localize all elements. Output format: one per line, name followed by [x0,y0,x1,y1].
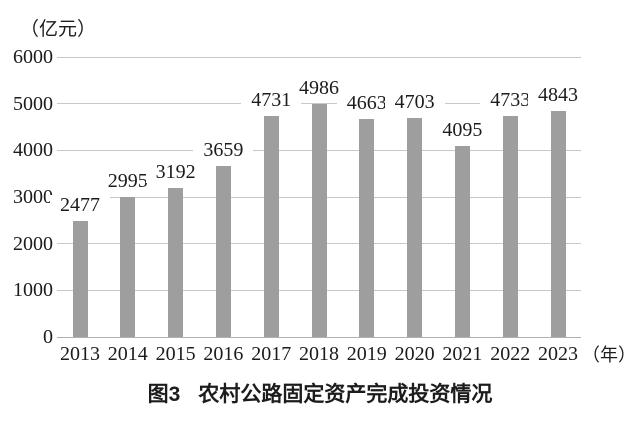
bar-2023 [550,111,566,337]
bar-value-label: 2477 [50,195,110,217]
bar-2014 [120,197,136,337]
bar-value-label: 4663 [336,93,397,115]
y-tick-label: 1000 [13,279,53,302]
x-tick-label-2014: 2014 [107,343,148,365]
x-axis-baseline [57,336,581,338]
gridline [57,103,581,105]
bar-value-label: 3192 [145,162,206,184]
bar-2015 [168,188,184,337]
y-tick-label: 4000 [13,139,53,162]
gridline [57,56,581,58]
bar-value-label: 4731 [241,90,302,112]
y-tick-label: 2000 [13,232,53,255]
bar-2021 [454,145,470,337]
x-tick-label-2015: 2015 [155,343,196,365]
figure-number: 图3 [147,383,181,406]
y-tick-label: 0 [43,326,53,348]
x-tick-label-2016: 2016 [203,343,244,365]
bar-2013 [72,221,88,337]
bar-value-label: 4703 [384,91,445,113]
bar-value-label: 4843 [528,85,588,106]
x-tick-label-2019: 2019 [346,343,387,365]
y-tick-label: 6000 [13,46,53,68]
x-tick-label-2022: 2022 [490,343,531,365]
x-tick-label-2020: 2020 [394,343,435,365]
x-tick-label-2023: 2023 [538,343,578,365]
y-axis-tick-labels: 6000 5000 4000 3000 2000 1000 0 [0,0,53,360]
bar-2016 [215,166,231,337]
bar-2020 [407,117,423,337]
plot-area: 2477 2995 3192 3659 4731 4986 4663 4703 4095 4733… [50,56,588,338]
figure-title: 农村公路固定资产完成投资情况 [198,383,493,406]
bar-value-label: 3659 [193,140,254,162]
bar-2017 [263,116,279,337]
y-axis-unit-label: （亿元） [20,19,97,40]
bar-2018 [311,104,327,337]
x-tick-label-2013: 2013 [60,343,100,365]
figure-caption: 图3 农村公路固定资产完成投资情况 [0,383,640,407]
bar-2019 [359,119,375,337]
x-tick-label-2021: 2021 [442,343,483,365]
bar-value-label: 4095 [432,119,493,141]
bar-value-label: 4733 [480,90,541,112]
x-tick-label-2017: 2017 [251,343,292,365]
x-axis-tick-labels: 2013 2014 2015 2016 2017 2018 2019 2020 2021 2022… [57,343,617,369]
bar-value-label: 4986 [289,78,349,100]
y-tick-label: 5000 [13,92,53,115]
x-axis-unit-label: （年） [582,345,636,365]
bar-2022 [502,116,518,337]
x-tick-label-2018: 2018 [299,343,339,365]
bar-value-label: 2995 [97,171,158,193]
y-tick-label: 3000 [13,186,53,208]
